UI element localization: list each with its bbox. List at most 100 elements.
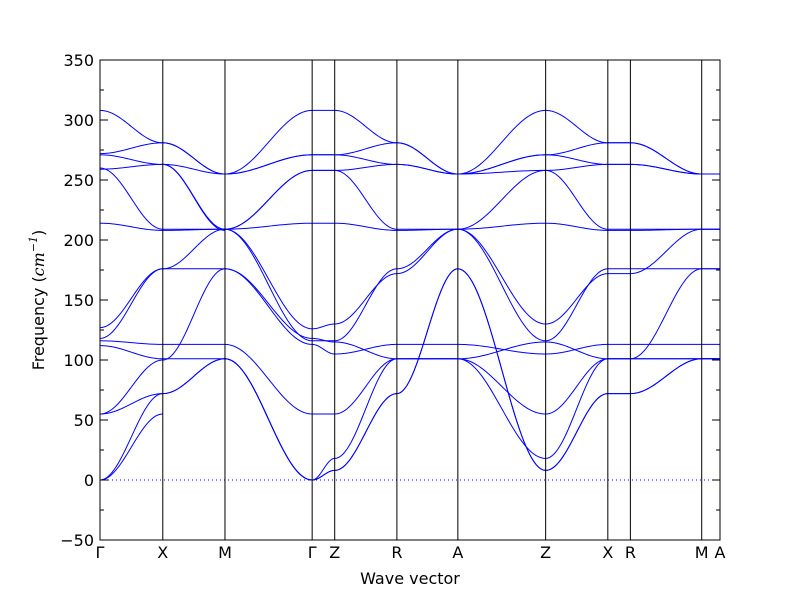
band-line-1-13 (162, 142, 225, 175)
band-line-2-2 (224, 358, 313, 481)
band-line-7-5 (545, 341, 608, 360)
band-line-6-9 (457, 169, 546, 230)
band-line-6-2 (457, 358, 546, 459)
band-line-6-7 (457, 228, 546, 325)
band-line-0-12 (99, 142, 163, 155)
band-line-5-6 (396, 228, 458, 270)
band-line-3-1 (312, 469, 335, 481)
band-line-4-5 (334, 341, 397, 360)
band-line-9-11 (630, 163, 702, 175)
x-tick-label-10: M (695, 543, 709, 562)
band-line-6-8 (457, 222, 546, 230)
x-tick-label-5: R (391, 543, 402, 562)
band-line-7-11 (545, 154, 608, 165)
band-line-0-3 (99, 359, 163, 415)
y-axis-label: Frequency (cm−1) (27, 230, 48, 371)
y-axis-label-unit: cm (29, 252, 48, 276)
band-line-0-4 (99, 345, 163, 360)
band-line-3-2 (312, 457, 335, 481)
band-line-0-10 (99, 167, 163, 230)
y-tick-label-1: 0 (84, 471, 94, 490)
x-tick-label-2: M (218, 543, 232, 562)
band-line-6-5 (457, 341, 546, 360)
band-line-6-6 (457, 228, 546, 342)
band-line-6-4 (457, 343, 546, 355)
band-line-7-3 (545, 358, 608, 415)
band-line-5-13 (396, 142, 458, 175)
band-line-9-7 (630, 228, 702, 275)
x-tick-label-1: X (157, 543, 168, 562)
y-tick-label-3: 100 (63, 351, 94, 370)
x-tick-label-3: Γ (308, 543, 317, 562)
band-line-7-7 (545, 273, 608, 325)
band-line-4-11 (334, 154, 397, 165)
band-line-3-7 (312, 323, 335, 330)
band-line-4-4 (334, 343, 397, 355)
band-lines (99, 109, 720, 481)
band-line-0-6 (99, 268, 163, 339)
band-line-4-12 (334, 142, 397, 156)
x-tick-label-9: R (625, 543, 636, 562)
band-line-2-8 (224, 222, 313, 230)
y-tick-label-7: 300 (63, 111, 94, 130)
band-line-0-9 (99, 163, 163, 170)
band-line-4-6 (334, 268, 397, 342)
band-line-0-2 (99, 393, 163, 415)
y-tick-label-4: 150 (63, 291, 94, 310)
y-axis-ticks: −50 0 50 100 150 200 250 300 350 (60, 51, 720, 550)
band-line-4-10 (334, 163, 397, 171)
band-line-9-2 (630, 268, 702, 360)
band-line-0-7 (99, 268, 163, 329)
x-tick-label-8: X (602, 543, 613, 562)
band-line-7-12 (545, 142, 608, 156)
band-line-2-12 (224, 154, 313, 175)
band-line-7-10 (545, 163, 608, 171)
x-tick-label-7: Z (540, 543, 551, 562)
band-line-0-8 (99, 222, 163, 231)
band-line-3-4 (312, 343, 335, 355)
band-line-7-2 (545, 358, 608, 459)
high-symmetry-lines (99, 60, 721, 540)
band-line-0-0 (99, 393, 163, 481)
y-tick-label-2: 50 (74, 411, 94, 430)
band-line-0-1 (99, 413, 163, 481)
y-tick-label-5: 200 (63, 231, 94, 250)
y-tick-label-6: 250 (63, 171, 94, 190)
band-line-6-3 (457, 358, 546, 415)
band-line-1-11 (162, 163, 225, 175)
plot-frame (99, 59, 721, 541)
band-line-7-9 (545, 169, 608, 230)
band-line-7-4 (545, 343, 608, 355)
band-line-2-10 (224, 169, 313, 230)
band-line-2-7 (224, 228, 313, 330)
band-line-6-13 (457, 109, 546, 175)
band-line-9-13 (630, 142, 702, 175)
x-tick-label-6: A (452, 543, 463, 562)
band-line-5-11 (396, 163, 458, 175)
band-line-4-8 (334, 222, 397, 231)
band-line-6-12 (457, 154, 546, 175)
band-line-7-6 (545, 268, 608, 342)
band-line-4-1 (334, 393, 397, 471)
band-line-2-3 (224, 343, 313, 415)
x-tick-label-0: Γ (96, 543, 105, 562)
band-line-7-13 (545, 109, 608, 144)
x-axis-label: Wave vector (360, 569, 460, 588)
y-axis-label-exponent: −1 (27, 236, 40, 252)
band-line-4-3 (334, 358, 397, 415)
band-line-0-11 (99, 154, 163, 165)
band-line-1-1 (162, 358, 226, 395)
band-line-3-5 (312, 337, 335, 343)
band-line-1-2 (162, 268, 226, 361)
band-line-5-7 (396, 228, 458, 275)
y-tick-label-0: −50 (60, 531, 94, 550)
band-line-7-1 (545, 393, 608, 471)
band-line-4-13 (334, 109, 397, 144)
band-line-2-4 (224, 268, 313, 345)
band-line-4-7 (334, 273, 397, 325)
band-line-6-10 (457, 169, 546, 175)
band-line-4-2 (334, 358, 397, 459)
band-line-7-8 (545, 222, 608, 231)
